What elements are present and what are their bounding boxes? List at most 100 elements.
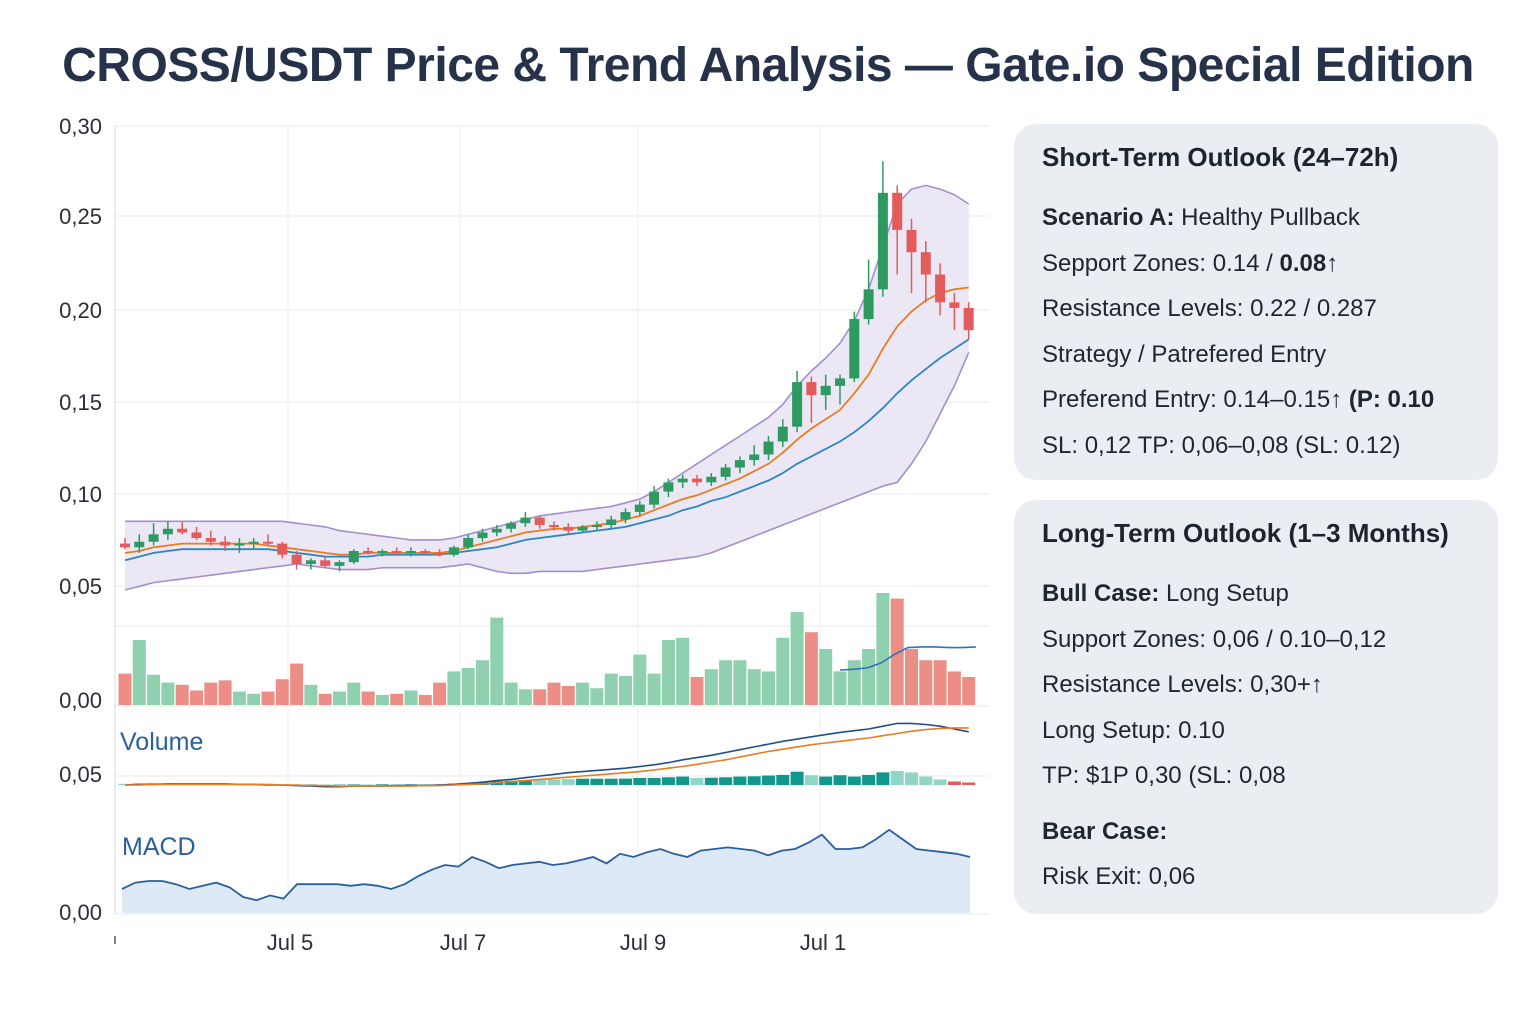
x-tick-label: Jul 5 <box>267 930 313 955</box>
volume-bar <box>547 682 561 705</box>
macd-hist-bar <box>890 771 904 785</box>
candle-body <box>348 551 359 563</box>
long-support-line: Support Zones: 0,06 / 0.10–0,12 <box>1042 625 1387 653</box>
candle-body <box>877 192 888 290</box>
candle-body <box>291 554 302 565</box>
volume-pane-label: Volume <box>120 728 203 756</box>
candle-body <box>191 532 202 539</box>
volume-bar <box>947 671 961 705</box>
y-tick-label: 0,00 <box>59 900 102 925</box>
candle-body <box>305 560 316 565</box>
candle-body <box>935 274 946 303</box>
candle-body <box>334 562 345 566</box>
volume-bar <box>433 682 447 705</box>
volume-bar <box>762 671 775 705</box>
volume-bar <box>218 680 232 705</box>
candle-body <box>420 551 431 554</box>
volume-bar <box>919 660 933 705</box>
candle-body <box>677 478 688 483</box>
volume-bar <box>890 598 904 705</box>
scenario-a-value: Healthy Pullback <box>1174 204 1360 231</box>
volume-bar <box>747 669 761 705</box>
y-tick-label: 0,05 <box>59 762 102 787</box>
candle-body <box>248 541 259 544</box>
candle-body <box>963 307 974 331</box>
bull-case-line: Bull Case: Long Setup <box>1042 571 1470 617</box>
bollinger-lower-line <box>124 352 970 591</box>
volume-bar <box>876 593 890 705</box>
volume-bar <box>962 677 976 705</box>
short-support-bold: 0.08↑ <box>1279 249 1339 277</box>
macd-hist-bar <box>604 778 618 785</box>
macd-hist-bar <box>847 776 861 785</box>
candle-body <box>234 543 245 546</box>
volume-bar <box>361 691 375 705</box>
risk-exit-line: Risk Exit: 0,06 <box>1042 863 1196 890</box>
volume-bar <box>275 679 289 705</box>
candle-body <box>792 382 803 427</box>
macd-hist-bar <box>561 779 575 785</box>
volume-bar <box>862 649 876 705</box>
price-chart: 0,30 0,25 0,20 0,15 0,10 0,05 0,00 0,05 0,00 Jul … <box>59 114 988 955</box>
candle-body <box>391 551 402 554</box>
volume-bar <box>118 673 132 705</box>
macd-hist-bar <box>804 775 818 785</box>
candle-body <box>177 528 188 533</box>
candle-body <box>463 538 474 548</box>
volume-bar <box>733 660 747 705</box>
candle-body <box>120 543 130 548</box>
long-tp-line: TP: $1P 0,30 (SL: 0,08 <box>1042 762 1286 789</box>
volume-bar <box>804 632 818 705</box>
candle-body <box>606 519 617 526</box>
macd-pane-label: MACD <box>122 833 196 861</box>
volume-bar <box>576 682 590 705</box>
candle-body <box>320 560 331 566</box>
macd-hist-bar <box>375 784 389 785</box>
volume-bar <box>290 663 304 705</box>
candle-body <box>363 551 374 554</box>
candle-body <box>534 517 545 526</box>
candle-body <box>720 467 731 477</box>
candle-body <box>620 512 631 520</box>
candle-body <box>763 441 774 455</box>
candle-body <box>577 526 588 531</box>
bull-case-label: Bull Case: <box>1042 580 1160 607</box>
volume-ma-line <box>839 646 976 671</box>
volume-bar <box>676 637 690 705</box>
scenario-a-line: Scenario A: Healthy Pullback <box>1042 195 1470 241</box>
ma-line-orange <box>124 286 969 556</box>
macd-hist-bar <box>404 784 418 785</box>
volume-bar <box>518 689 532 705</box>
volume-bar <box>619 675 632 705</box>
candle-body <box>448 547 459 555</box>
short-strategy-line: Strategy / Patrefered Entry <box>1042 340 1327 368</box>
volume-bar <box>161 682 175 705</box>
candle-body <box>491 528 502 533</box>
long-resistance-line: Resistance Levels: 0,30+↑ <box>1042 671 1323 698</box>
volume-bar <box>318 693 332 705</box>
candle-body <box>949 302 960 308</box>
candle-body <box>520 517 531 524</box>
volume-bar <box>776 637 790 705</box>
candle-body <box>263 541 273 544</box>
y-tick-label: 0,30 <box>59 114 102 139</box>
candle-body <box>148 534 159 542</box>
macd-hist-bar <box>690 778 704 785</box>
volume-bar <box>147 674 161 705</box>
volume-bar <box>533 689 547 705</box>
short-resistance-line: Resistance Levels: 0.22 / 0.287 <box>1042 295 1377 322</box>
volume-bar <box>261 691 275 705</box>
volume-bar <box>232 691 246 705</box>
volume-bar <box>304 684 318 705</box>
candle-body <box>549 525 559 528</box>
candle-body <box>220 541 231 546</box>
volume-bar <box>418 694 432 705</box>
volume-bar <box>604 673 618 705</box>
volume-bar <box>905 649 918 705</box>
volume-bar <box>404 690 418 705</box>
candle-body <box>920 252 931 275</box>
candle-body <box>835 378 845 386</box>
macd-hist-bar <box>819 776 833 785</box>
candle-body <box>205 538 216 542</box>
y-tick-label: 0,00 <box>59 688 102 713</box>
